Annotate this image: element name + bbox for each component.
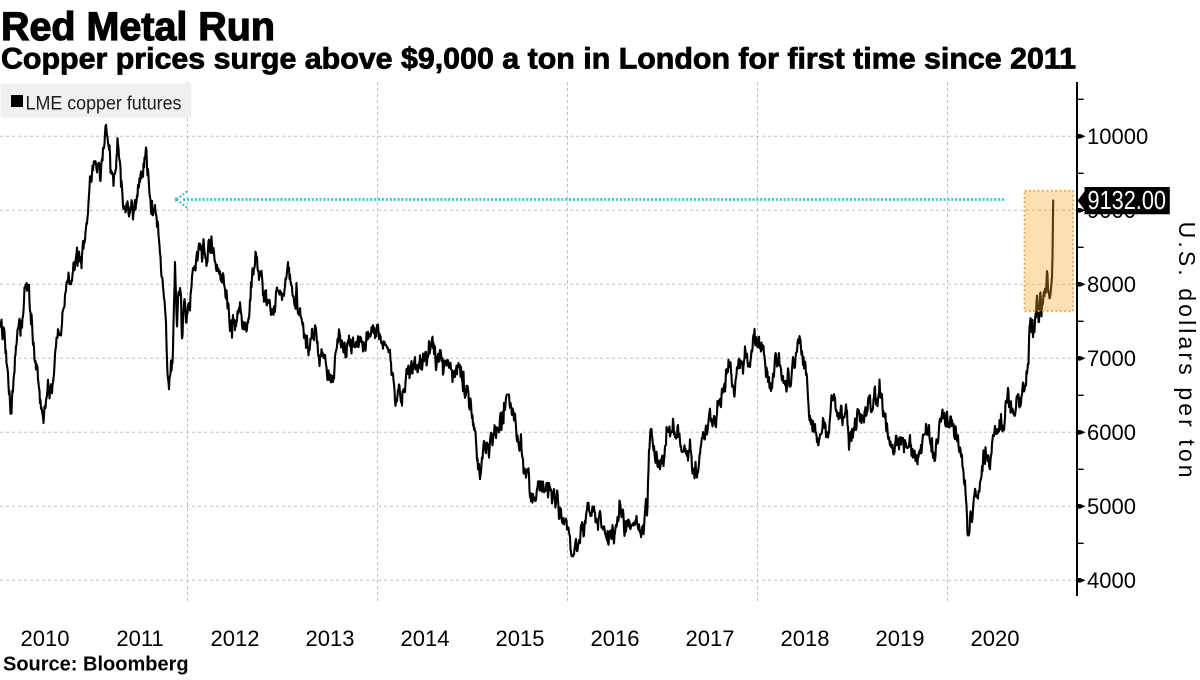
svg-text:2020: 2020 bbox=[971, 626, 1020, 651]
svg-text:10000: 10000 bbox=[1087, 124, 1148, 149]
svg-text:2018: 2018 bbox=[781, 626, 830, 651]
svg-text:2013: 2013 bbox=[306, 626, 355, 651]
svg-text:4000: 4000 bbox=[1087, 568, 1136, 593]
svg-text:2011: 2011 bbox=[116, 626, 163, 651]
svg-text:2012: 2012 bbox=[211, 626, 260, 651]
svg-text:Copper prices surge above $9,0: Copper prices surge above $9,000 a ton i… bbox=[1, 43, 1076, 76]
svg-text:2010: 2010 bbox=[21, 626, 70, 651]
svg-text:Red Metal Run: Red Metal Run bbox=[1, 5, 275, 49]
svg-text:2017: 2017 bbox=[686, 626, 735, 651]
svg-text:Source: Bloomberg: Source: Bloomberg bbox=[3, 654, 189, 676]
svg-text:5000: 5000 bbox=[1087, 494, 1136, 519]
svg-text:2014: 2014 bbox=[401, 626, 450, 651]
svg-text:6000: 6000 bbox=[1087, 420, 1136, 445]
svg-text:2015: 2015 bbox=[496, 626, 545, 651]
svg-text:2016: 2016 bbox=[591, 626, 640, 651]
svg-text:7000: 7000 bbox=[1087, 346, 1136, 371]
svg-text:LME copper futures: LME copper futures bbox=[26, 94, 182, 115]
svg-text:2019: 2019 bbox=[876, 626, 925, 651]
svg-text:9132.00: 9132.00 bbox=[1088, 185, 1167, 215]
svg-text:8000: 8000 bbox=[1087, 272, 1136, 297]
